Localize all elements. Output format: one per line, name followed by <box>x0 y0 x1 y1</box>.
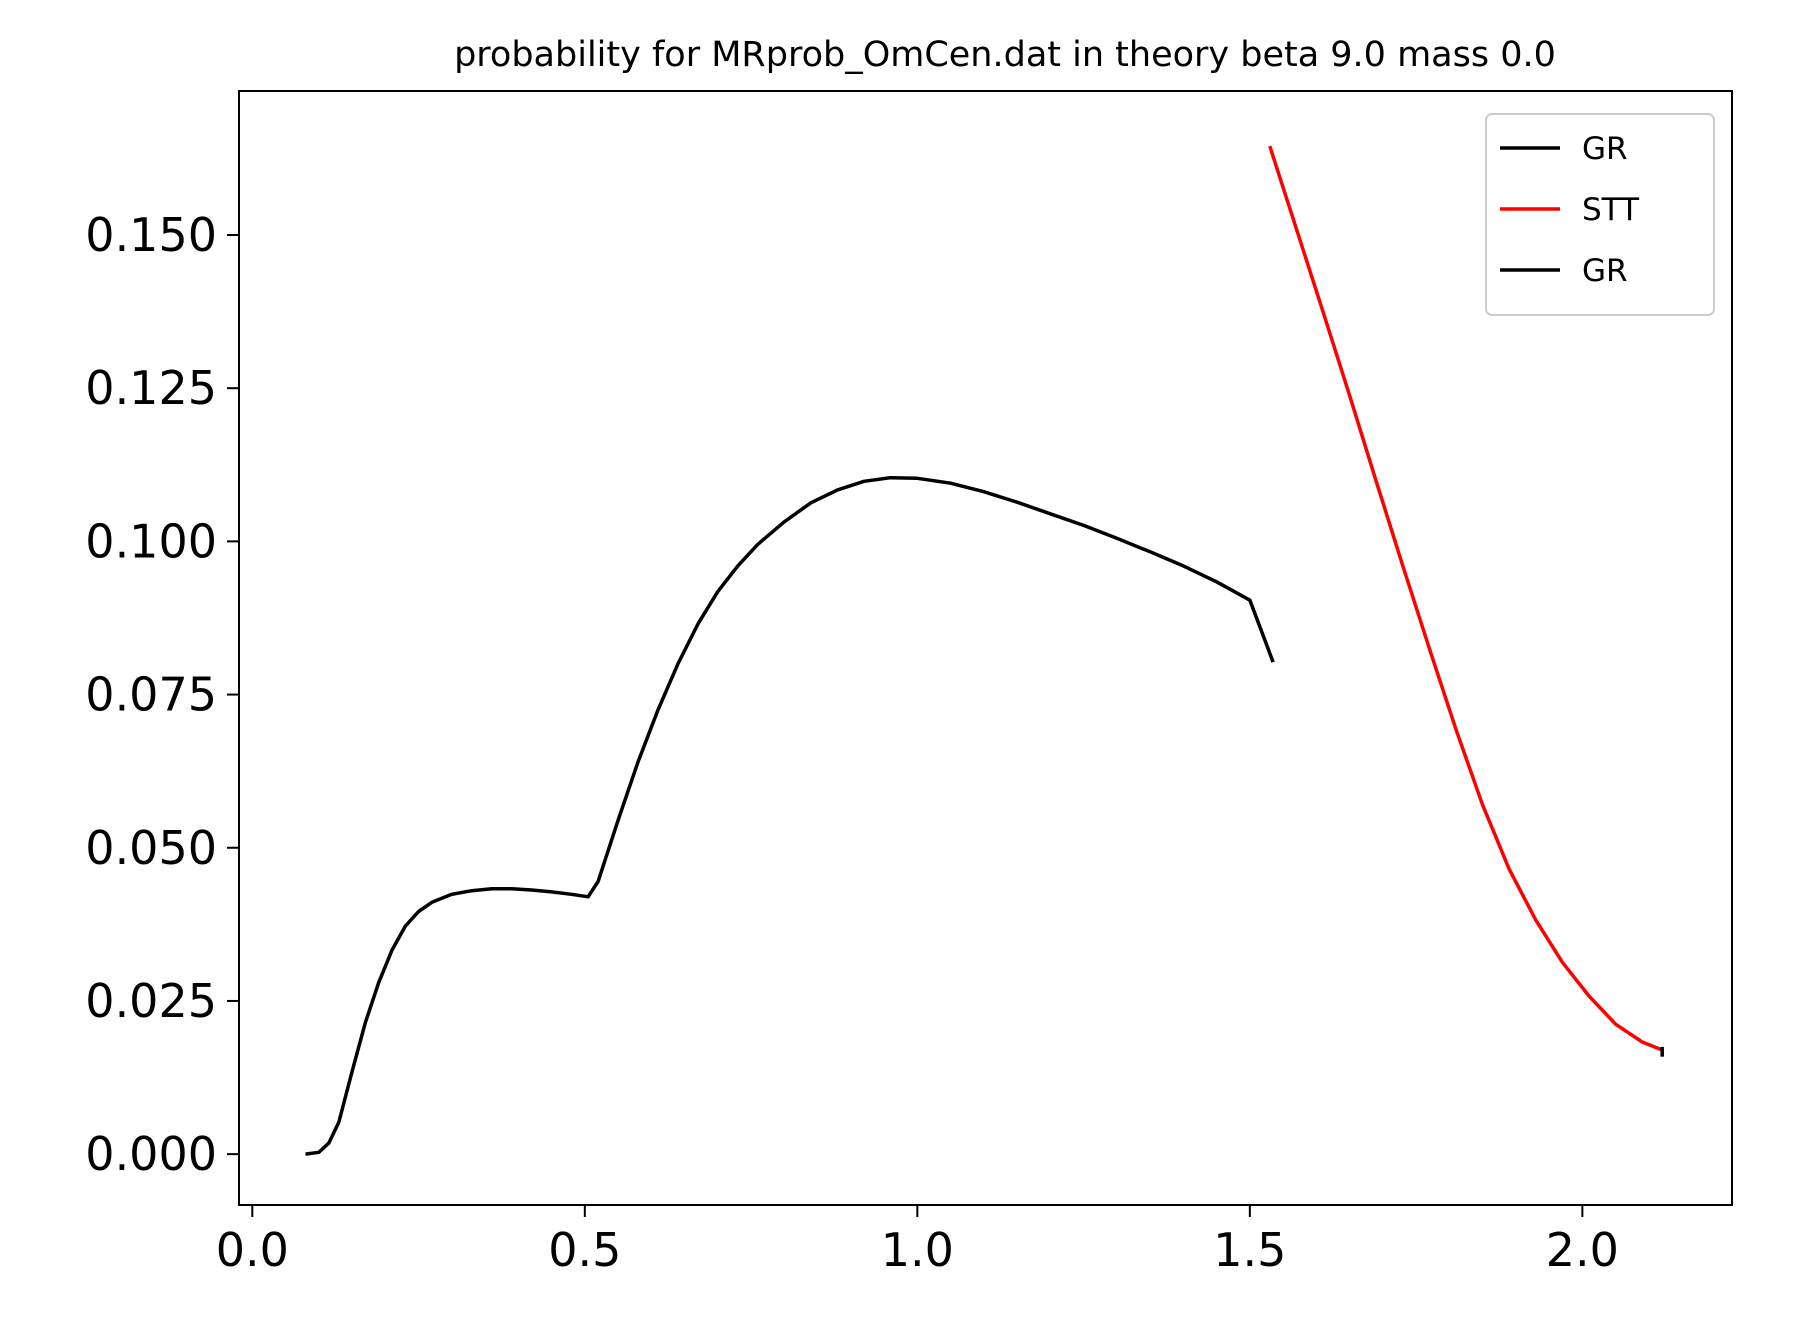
x-tick-label: 0.5 <box>548 1223 621 1277</box>
y-axis: 0.000 0.025 0.050 0.075 0.100 0.125 0.150 <box>85 208 239 1181</box>
legend-box <box>1485 113 1715 316</box>
y-tick-label: 0.025 <box>85 974 217 1028</box>
series-line-1 <box>1268 145 1663 1052</box>
y-tick-label: 0.075 <box>85 668 217 722</box>
legend-label-1: STT <box>1582 192 1640 228</box>
series-line-0 <box>305 475 1275 1156</box>
legend: GR STT GR <box>1485 113 1715 316</box>
x-axis: 0.0 0.5 1.0 1.5 2.0 <box>216 1205 1619 1277</box>
chart-title: probability for MRprob_OmCen.dat in theo… <box>454 35 1556 75</box>
y-tick-label: 0.125 <box>85 361 217 415</box>
y-tick-label: 0.100 <box>85 514 217 568</box>
x-tick-label: 1.0 <box>881 1223 954 1277</box>
series-layer <box>305 145 1664 1156</box>
y-tick-label: 0.150 <box>85 208 217 262</box>
y-tick-label: 0.050 <box>85 821 217 875</box>
plot-area-frame <box>238 90 1733 1206</box>
x-tick-label: 0.0 <box>216 1223 289 1277</box>
legend-label-0: GR <box>1582 131 1628 167</box>
x-tick-label: 2.0 <box>1546 1223 1619 1277</box>
legend-label-2: GR <box>1582 253 1628 289</box>
y-tick-label: 0.000 <box>85 1127 217 1181</box>
x-tick-label: 1.5 <box>1213 1223 1286 1277</box>
